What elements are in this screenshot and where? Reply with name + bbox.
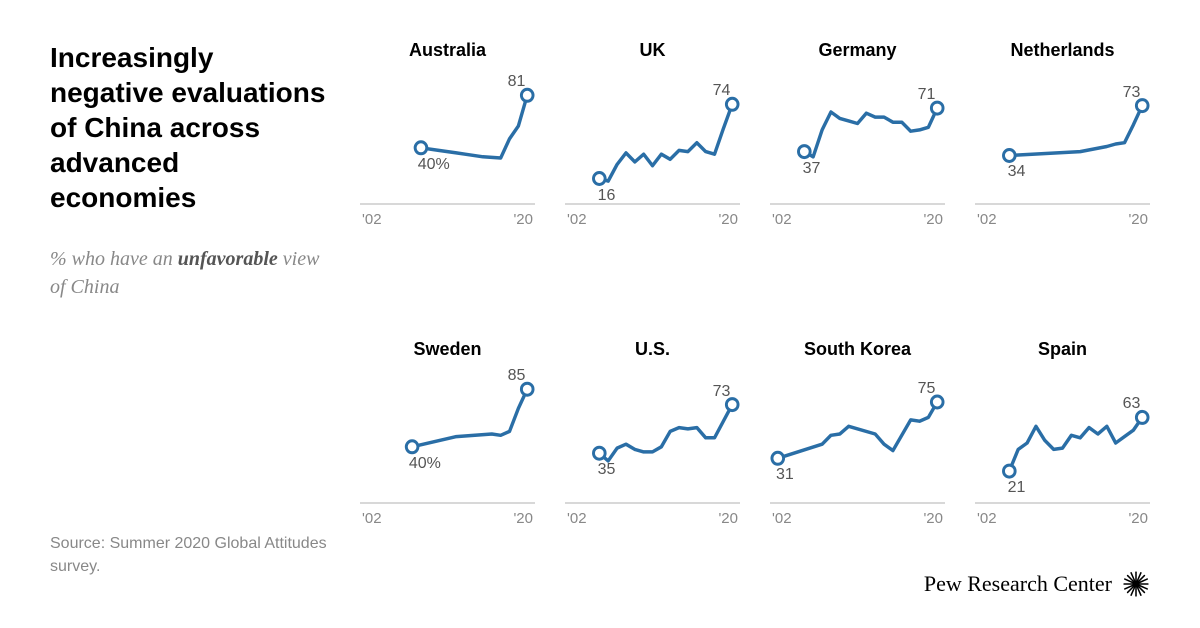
end-value-label: 74 [713, 82, 731, 100]
pew-burst-icon [1122, 570, 1150, 598]
start-value-label: 37 [803, 160, 821, 178]
x-start-label: '02 [977, 510, 997, 527]
start-value-label: 40% [418, 156, 450, 174]
x-axis-labels: '02 '20 [565, 211, 740, 228]
start-value-label: 16 [598, 187, 616, 205]
panel-title: South Korea [770, 339, 945, 360]
panel-netherlands: Netherlands 34 73 '02 '20 [975, 40, 1150, 299]
x-end-label: '20 [1128, 211, 1148, 228]
x-axis-labels: '02 '20 [360, 510, 535, 527]
source-note: Source: Summer 2020 Global Attitudes sur… [50, 533, 330, 598]
panel-title: Australia [360, 40, 535, 61]
x-start-label: '02 [362, 211, 382, 228]
x-axis-labels: '02 '20 [975, 510, 1150, 527]
chart-area: 35 73 [565, 364, 740, 504]
start-value-label: 31 [776, 466, 794, 484]
chart-area: 1674 [565, 65, 740, 205]
subtitle-pre: % who have an [50, 248, 178, 270]
chart-area: 37 71 [770, 65, 945, 205]
panel-title: Sweden [360, 339, 535, 360]
x-end-label: '20 [513, 211, 533, 228]
x-axis-labels: '02 '20 [360, 211, 535, 228]
x-end-label: '20 [718, 510, 738, 527]
chart-area: 21 63 [975, 364, 1150, 504]
panel-u-s-: U.S. 35 73 '02 '20 [565, 339, 740, 598]
brand-text: Pew Research Center [924, 571, 1112, 597]
panel-sweden: Sweden 40% 85 '02 '20 [360, 339, 535, 598]
left-column: Increasingly negative evaluations of Chi… [50, 40, 330, 598]
chart-title: Increasingly negative evaluations of Chi… [50, 40, 330, 215]
start-value-label: 34 [1008, 163, 1026, 181]
x-start-label: '02 [567, 510, 587, 527]
x-end-label: '20 [923, 510, 943, 527]
end-value-label: 71 [918, 86, 936, 104]
panel-spain: Spain 21 63 '02 '20 [975, 339, 1150, 598]
x-start-label: '02 [772, 211, 792, 228]
x-start-label: '02 [977, 211, 997, 228]
end-value-label: 73 [713, 383, 731, 401]
end-value-label: 75 [918, 380, 936, 398]
chart-area: 40% 81 [360, 65, 535, 205]
panel-title: U.S. [565, 339, 740, 360]
panel-title: Netherlands [975, 40, 1150, 61]
end-value-label: 63 [1123, 395, 1141, 413]
panel-australia: Australia 40% 81 '02 '20 [360, 40, 535, 299]
subtitle-em: unfavorable [178, 248, 278, 270]
brand-footer: Pew Research Center [924, 570, 1150, 598]
panel-title: UK [565, 40, 740, 61]
x-axis-labels: '02 '20 [770, 211, 945, 228]
end-value-label: 85 [508, 367, 526, 385]
x-end-label: '20 [718, 211, 738, 228]
start-value-label: 40% [409, 455, 441, 473]
end-value-label: 81 [508, 73, 526, 91]
x-axis-labels: '02 '20 [565, 510, 740, 527]
x-end-label: '20 [1128, 510, 1148, 527]
x-end-label: '20 [513, 510, 533, 527]
x-start-label: '02 [567, 211, 587, 228]
small-multiples-grid: Australia 40%81'02'20UK 1674'02'20German… [360, 40, 1150, 598]
end-value-label: 73 [1123, 84, 1141, 102]
x-start-label: '02 [772, 510, 792, 527]
panel-south-korea: South Korea 31 75 '02 '20 [770, 339, 945, 598]
x-end-label: '20 [923, 211, 943, 228]
panel-title: Spain [975, 339, 1150, 360]
chart-area: 34 73 [975, 65, 1150, 205]
x-axis-labels: '02 '20 [770, 510, 945, 527]
start-value-label: 35 [598, 461, 616, 479]
panel-title: Germany [770, 40, 945, 61]
x-axis-labels: '02 '20 [975, 211, 1150, 228]
start-value-label: 21 [1008, 479, 1026, 497]
panel-uk: UK 1674'02'20 [565, 40, 740, 299]
chart-area: 40% 85 [360, 364, 535, 504]
x-start-label: '02 [362, 510, 382, 527]
panel-germany: Germany 37 71 '02 '20 [770, 40, 945, 299]
chart-area: 31 75 [770, 364, 945, 504]
chart-subtitle: % who have an unfavorable view of China [50, 245, 330, 301]
